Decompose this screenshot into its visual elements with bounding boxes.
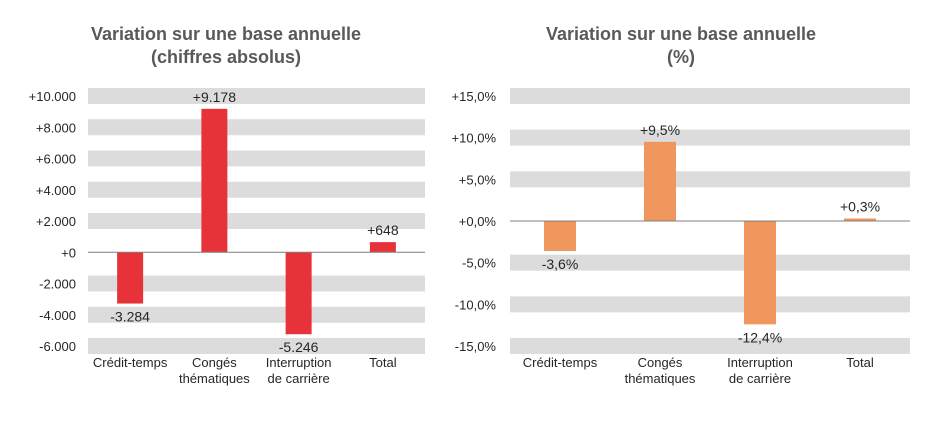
data-label: -3,6% [542,256,579,272]
chart-title-line-1: Variation sur une base annuelle [546,24,816,44]
data-label: +648 [367,222,399,238]
category-label: Congés [192,355,237,370]
category-label: de carrière [268,371,330,386]
grid-band [88,338,425,354]
grid-band [88,213,425,229]
category-label: Congés [638,355,683,370]
grid-band [88,88,425,104]
y-tick-label: +0 [61,245,76,260]
grid-band [510,171,910,188]
grid-band [88,150,425,167]
bar [117,252,144,304]
bar [544,221,576,251]
y-tick-label: -5,0% [462,256,496,271]
bar [744,221,776,325]
bar [844,218,876,221]
grid-band [88,275,425,292]
data-label: -5.246 [279,339,319,355]
category-label: thématiques [179,371,250,386]
y-tick-label: +8.000 [36,120,76,135]
y-tick-label: +10.000 [29,89,76,104]
y-tick-label: -2.000 [39,277,76,292]
chart-percent-variation: Variation sur une base annuelle (%) +15,0%… [452,24,910,386]
y-tick-label: +6.000 [36,152,76,167]
chart-absolute-variation: Variation sur une base annuelle (chiffres… [29,24,425,386]
category-label: Interruption [727,355,793,370]
bar [369,242,396,253]
y-tick-label: +2.000 [36,214,76,229]
y-tick-label: +0,0% [459,214,497,229]
category-label: Crédit-temps [523,355,598,370]
grid-band [88,181,425,198]
y-tick-label: -15,0% [455,339,497,354]
data-label: +9.178 [193,89,236,105]
grid-band [510,88,910,104]
chart-title-line-2: (%) [667,47,695,67]
data-label: -12,4% [738,329,782,345]
bar [201,108,228,253]
category-label: Crédit-temps [93,355,168,370]
chart-title-line-2: (chiffres absolus) [151,47,301,67]
grid-band [88,306,425,323]
y-tick-label: +10,0% [452,131,497,146]
grid-band [510,296,910,313]
grid-band [510,129,910,146]
data-label: -3.284 [110,309,150,325]
chart-title-line-1: Variation sur une base annuelle [91,24,361,44]
y-tick-label: -4.000 [39,308,76,323]
grid-band [510,338,910,354]
y-tick-label: +15,0% [452,89,497,104]
category-label: Interruption [266,355,332,370]
category-label: Total [846,355,874,370]
category-label: thématiques [625,371,696,386]
grid-band [88,119,425,136]
bar [644,141,676,221]
y-tick-label: +5,0% [459,172,497,187]
data-label: +0,3% [840,199,880,215]
y-tick-label: -10,0% [455,297,497,312]
grid-band [510,254,910,271]
category-label: de carrière [729,371,791,386]
y-tick-label: -6.000 [39,339,76,354]
data-label: +9,5% [640,122,680,138]
bar [285,252,312,335]
y-tick-label: +4.000 [36,183,76,198]
category-label: Total [369,355,397,370]
